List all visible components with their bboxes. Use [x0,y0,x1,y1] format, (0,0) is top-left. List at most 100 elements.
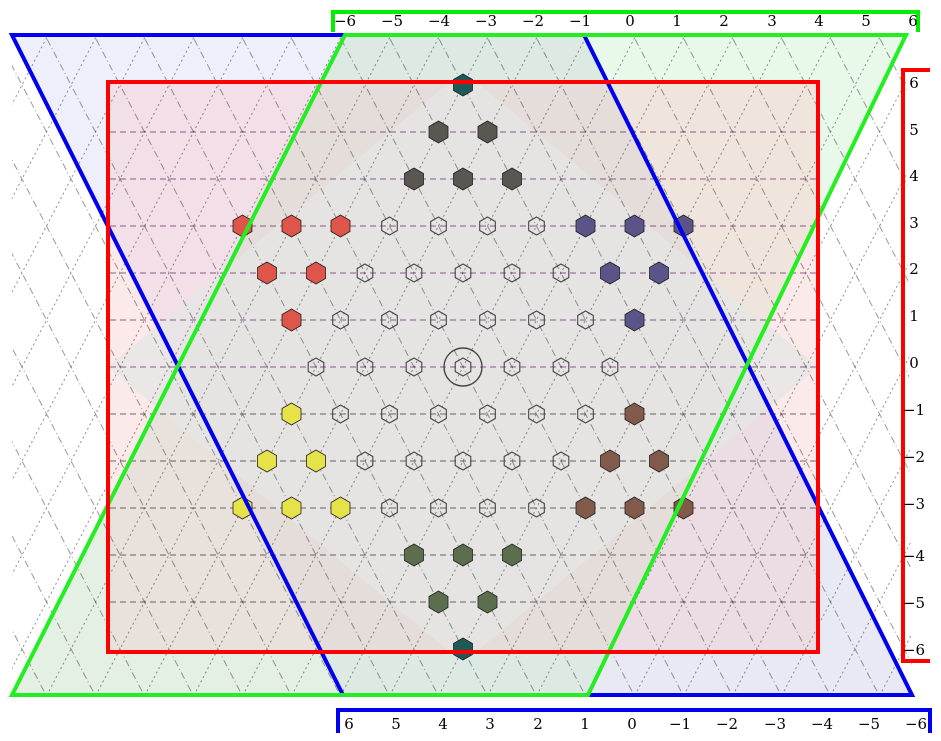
red-axis-tick: −3 [903,495,925,513]
grid-diag-line [376,35,912,695]
board-cell-empty [356,451,374,471]
center-marker [443,347,483,387]
green-axis-tick: −4 [428,12,450,30]
blue-axis-tick: −3 [764,715,786,733]
board-cell-filled [330,496,351,520]
board-cell-empty [381,498,398,518]
grid-diag-line [0,0,10,741]
board-cell-empty [552,357,570,377]
red-axis-tick: 4 [909,167,919,185]
board-cell-filled [575,496,596,520]
red-axis-tick: −6 [903,641,925,659]
grid-diag-line [82,35,746,695]
board-cell-filled [330,214,351,238]
blue-axis-tick: −6 [905,715,927,733]
board-cell-empty [528,498,545,518]
board-cell-empty [430,310,447,330]
board-cell-empty [479,310,496,330]
board-cell-filled [502,167,522,191]
board-cell-empty [454,263,472,283]
green-axis-tick: 5 [861,12,871,30]
red-axis-tick: 6 [909,74,919,92]
grid-diag-line [12,35,501,695]
board-cell-filled [624,214,645,238]
board-cell-empty [577,310,594,330]
board-cell-filled [477,590,498,614]
board-cell-filled [624,496,645,520]
coordinate-frames [8,33,916,697]
board-cell-empty [381,404,398,424]
board-cell-filled [453,73,473,97]
green-axis-tick: −5 [381,12,403,30]
board-cell-empty [601,357,619,377]
board-cell-empty [479,216,496,236]
board-cell-filled [306,449,326,473]
board-cell-filled [428,120,449,144]
board-cell-filled [624,308,645,332]
grid-diag-line [474,35,912,695]
board-cell-empty [503,357,521,377]
green-axis-tick: 2 [719,12,729,30]
board-cell-filled [281,402,302,426]
board-cell-empty [381,310,398,330]
green-axis-tick: −2 [522,12,544,30]
grid-diag-line [327,35,912,695]
board-cell-empty [479,404,496,424]
grid-diag-line [12,35,550,695]
red-axis-bracket [901,68,930,663]
board-cell-filled [257,449,277,473]
blue-axis-tick: −1 [669,715,691,733]
green-axis-tick: −1 [569,12,591,30]
grid-diag-line [131,35,795,695]
board-cell-filled [257,261,277,285]
board-cell-empty [307,357,325,377]
green-axis-tick: 3 [767,12,777,30]
board-cell-filled [624,402,645,426]
grid-diag-line [229,35,893,695]
board-cell-empty [405,263,423,283]
red-axis-tick: 2 [909,260,919,278]
board-cell-filled [649,261,669,285]
green-axis-bracket [331,10,920,32]
green-axis-tick: 0 [625,12,635,30]
board-cell-filled [453,167,473,191]
board-cell-empty [528,216,545,236]
blue-axis-tick: 1 [580,715,590,733]
red-axis: 6 5 4 3 2 1 0 −1 −2 −3 −4 −5 −6 [901,68,930,663]
red-axis-tick: −4 [903,547,925,565]
green-axis: −6 −5 −4 −3 −2 −1 0 1 2 3 4 5 6 [331,10,920,32]
blue-axis-tick: 5 [391,715,401,733]
green-axis-tick: 4 [814,12,824,30]
board-cell-empty [381,216,398,236]
board-cell-empty [332,404,349,424]
grid-diag-line [12,35,354,695]
board-cell-filled [502,543,522,567]
board-cell-filled [477,120,498,144]
board-cell-empty [454,357,472,377]
board-cell-filled [281,214,302,238]
board-cells [232,73,694,661]
blue-axis-tick: 4 [438,715,448,733]
board-cell-filled [673,214,694,238]
red-axis-tick: 1 [909,307,919,325]
board-cell-filled [281,496,302,520]
board-cell-filled [404,543,424,567]
green-axis-tick: 1 [672,12,682,30]
board-cell-empty [356,357,374,377]
red-axis-tick: −1 [903,401,925,419]
blue-axis-tick: −5 [858,715,880,733]
green-axis-tick: −3 [475,12,497,30]
grid-diag-line [12,35,403,695]
board-cell-filled [600,261,620,285]
board-cell-filled [281,308,302,332]
green-frame [8,33,910,697]
board-cell-filled [649,449,669,473]
grid-diag-line [33,35,697,695]
board-cell-empty [528,404,545,424]
blue-axis-bracket [336,708,932,733]
grid-diag-line [916,0,941,741]
blue-axis-tick: 6 [344,715,354,733]
board-cell-empty [454,451,472,471]
board-cell-filled [404,167,424,191]
